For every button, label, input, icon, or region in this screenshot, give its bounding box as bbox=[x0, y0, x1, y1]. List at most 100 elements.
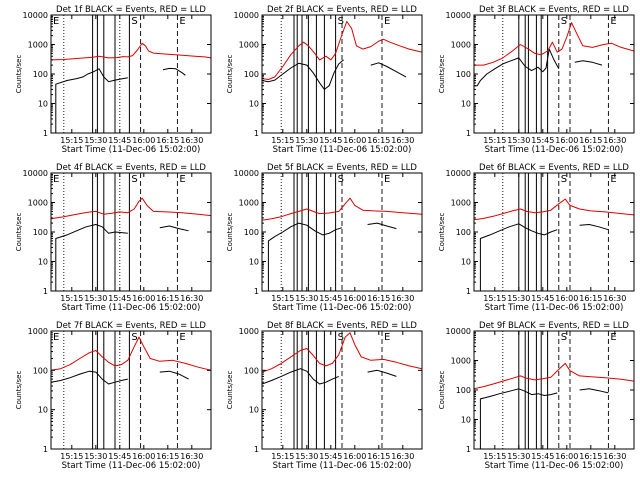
panel-data bbox=[51, 331, 211, 449]
y-tick-label: 10000 bbox=[23, 169, 48, 178]
y-tick-label: 10 bbox=[38, 406, 48, 415]
lld-series-line bbox=[262, 21, 422, 80]
y-axis-label: Counts/sec bbox=[438, 213, 446, 252]
y-tick-label: 10 bbox=[461, 258, 471, 267]
x-tick-label: 15:30 bbox=[84, 294, 107, 303]
y-tick-label: 100 bbox=[33, 70, 48, 79]
x-tick-label: 16:30 bbox=[391, 136, 414, 145]
events-series-line bbox=[55, 68, 128, 133]
x-tick-label: 15:15 bbox=[483, 452, 506, 461]
y-tick-label: 1000 bbox=[28, 41, 48, 50]
y-axis-label: Counts/sec bbox=[438, 55, 446, 94]
x-tick-label: 15:15 bbox=[483, 136, 506, 145]
marker-label: S bbox=[131, 174, 137, 185]
y-tick-label: 10 bbox=[249, 100, 259, 109]
events-series-line bbox=[370, 62, 407, 78]
x-tick-label: 15:15 bbox=[60, 294, 83, 303]
y-tick-label: 1 bbox=[254, 445, 259, 454]
lld-series-line bbox=[51, 336, 211, 371]
marker-label: E bbox=[53, 174, 59, 185]
x-tick-label: 15:45 bbox=[319, 452, 342, 461]
panel-data bbox=[262, 331, 422, 449]
x-tick-label: 16:15 bbox=[156, 294, 179, 303]
panel-title: Det 2f BLACK = Events, RED = LLD bbox=[267, 5, 417, 15]
x-tick-label: 16:15 bbox=[579, 294, 602, 303]
y-tick-label: 100 bbox=[244, 228, 259, 237]
x-tick-label: 16:15 bbox=[156, 136, 179, 145]
events-series-line bbox=[159, 370, 189, 380]
panel-data bbox=[51, 173, 211, 291]
panel-frame bbox=[473, 14, 635, 134]
x-tick-label: 15:15 bbox=[271, 136, 294, 145]
x-axis-label: Start Time (11-Dec-06 15:02:00) bbox=[273, 303, 412, 313]
y-tick-label: 10 bbox=[38, 258, 48, 267]
marker-label: S bbox=[131, 16, 137, 27]
x-tick-label: 16:30 bbox=[391, 452, 414, 461]
x-tick-label: 16:30 bbox=[180, 136, 203, 145]
y-tick-label: 10 bbox=[38, 100, 48, 109]
x-axis-label: Start Time (11-Dec-06 15:02:00) bbox=[485, 461, 624, 471]
lld-series-line bbox=[474, 362, 634, 390]
y-axis-label: Counts/sec bbox=[15, 371, 23, 410]
lld-series-line bbox=[262, 197, 422, 221]
lld-series-line bbox=[474, 22, 634, 66]
panel-data bbox=[262, 15, 422, 133]
x-tick-label: 15:30 bbox=[507, 136, 530, 145]
marker-label: S bbox=[561, 16, 567, 27]
x-tick-label: 15:15 bbox=[60, 452, 83, 461]
marker-label: E bbox=[179, 174, 185, 185]
marker-label: E bbox=[610, 332, 616, 343]
marker-label: S bbox=[338, 174, 344, 185]
y-axis-label: Counts/sec bbox=[226, 55, 234, 94]
panel-title: Det 3f BLACK = Events, RED = LLD bbox=[479, 5, 629, 15]
y-tick-label: 10000 bbox=[23, 11, 48, 20]
panel-data bbox=[262, 173, 422, 291]
y-tick-label: 1000 bbox=[28, 199, 48, 208]
x-tick-label: 15:30 bbox=[507, 452, 530, 461]
events-series-line bbox=[367, 222, 397, 230]
y-tick-label: 10000 bbox=[446, 11, 471, 20]
y-tick-label: 100 bbox=[33, 228, 48, 237]
y-axis-label: Counts/sec bbox=[15, 213, 23, 252]
x-tick-label: 15:30 bbox=[295, 136, 318, 145]
events-series-line bbox=[479, 223, 558, 291]
y-tick-label: 1000 bbox=[451, 41, 471, 50]
x-tick-label: 16:00 bbox=[555, 294, 578, 303]
y-tick-label: 1 bbox=[254, 287, 259, 296]
y-tick-label: 1 bbox=[466, 445, 471, 454]
y-axis-label: Counts/sec bbox=[226, 213, 234, 252]
events-series-line bbox=[159, 225, 189, 232]
panel-title: Det 4f BLACK = Events, RED = LLD bbox=[56, 163, 206, 173]
x-tick-label: 16:00 bbox=[343, 294, 366, 303]
y-axis-label: Counts/sec bbox=[438, 371, 446, 410]
events-series-line bbox=[479, 388, 558, 449]
x-axis-label: Start Time (11-Dec-06 15:02:00) bbox=[62, 145, 201, 155]
x-axis-label: Start Time (11-Dec-06 15:02:00) bbox=[273, 461, 412, 471]
marker-label: E bbox=[384, 16, 390, 27]
x-tick-label: 15:45 bbox=[108, 294, 131, 303]
marker-label: E bbox=[610, 16, 616, 27]
y-tick-label: 1 bbox=[254, 129, 259, 138]
x-tick-label: 16:00 bbox=[132, 294, 155, 303]
marker-label: S bbox=[338, 16, 344, 27]
events-series-line bbox=[162, 67, 186, 76]
x-tick-label: 15:15 bbox=[60, 136, 83, 145]
panel-title: Det 9f BLACK = Events, RED = LLD bbox=[479, 321, 629, 331]
y-tick-label: 100 bbox=[456, 228, 471, 237]
x-tick-label: 15:30 bbox=[84, 452, 107, 461]
panel-frame bbox=[50, 330, 212, 450]
marker-label: S bbox=[338, 332, 344, 343]
x-tick-label: 16:00 bbox=[132, 136, 155, 145]
events-series-line bbox=[262, 368, 339, 385]
marker-label: S bbox=[561, 332, 567, 343]
y-axis-label: Counts/sec bbox=[226, 371, 234, 410]
events-series-line bbox=[579, 224, 609, 231]
events-series-line bbox=[367, 369, 397, 377]
marker-label: S bbox=[131, 332, 137, 343]
y-tick-label: 10000 bbox=[234, 169, 259, 178]
x-tick-label: 16:00 bbox=[555, 452, 578, 461]
marker-label: E bbox=[179, 16, 185, 27]
